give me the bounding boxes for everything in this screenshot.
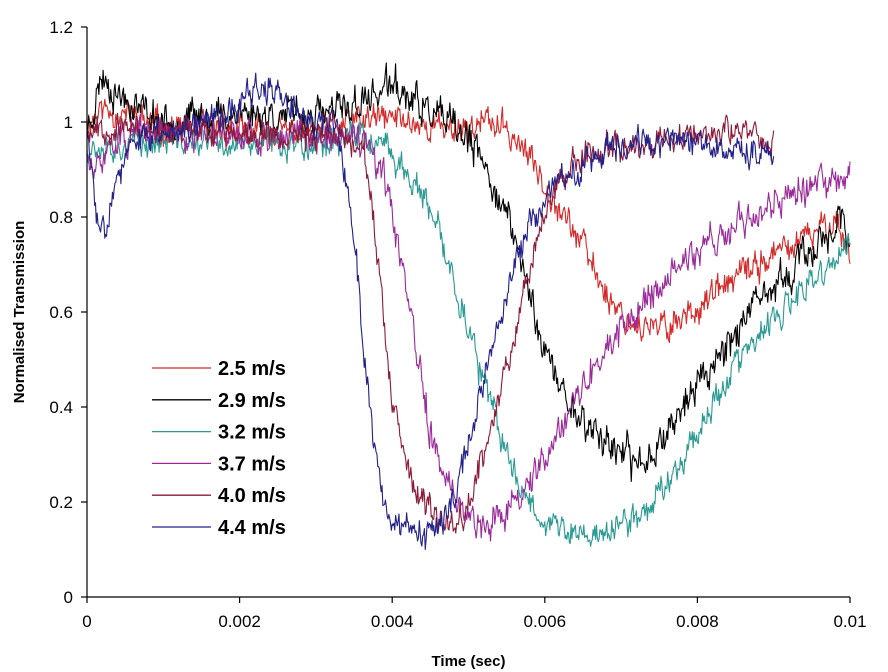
legend-label: 3.7 m/s — [218, 453, 286, 475]
x-tick-label: 0.006 — [524, 612, 567, 631]
series-line-6 — [86, 72, 775, 551]
legend-label: 2.9 m/s — [218, 390, 286, 412]
y-tick-label: 0.8 — [49, 208, 73, 227]
y-tick-label: 1.2 — [49, 18, 73, 37]
y-tick-label: 0 — [64, 588, 73, 607]
y-tick-label: 0.6 — [49, 303, 73, 322]
series-line-5 — [86, 110, 775, 534]
tick-labels: 0 0.2 0.4 0.6 0.8 1 1.2 0 0.002 0.004 0.006 0.008 0.… — [49, 18, 866, 631]
y-tick-label: 0.4 — [49, 398, 73, 417]
axes — [81, 26, 851, 603]
y-tick-label: 0.2 — [49, 493, 73, 512]
legend-label: 4.4 m/s — [218, 517, 286, 539]
legend-label: 2.5 m/s — [218, 358, 286, 380]
legend-label: 4.0 m/s — [218, 485, 286, 507]
y-tick-label: 1 — [64, 113, 73, 132]
x-tick-label: 0.004 — [371, 612, 414, 631]
x-axis-title: Time (sec) — [432, 653, 506, 670]
x-tick-label: 0.008 — [676, 612, 719, 631]
x-tick-label: 0 — [82, 612, 91, 631]
y-axis-title: Normalised Transmission — [11, 221, 28, 404]
series-lines — [86, 62, 851, 551]
legend-label: 3.2 m/s — [218, 422, 286, 444]
x-tick-label: 0.01 — [833, 612, 866, 631]
x-tick-label: 0.002 — [218, 612, 261, 631]
legend: 2.5 m/s 2.9 m/s 3.2 m/s 3.7 m/s 4.0 m/s 4.4 m… — [152, 358, 286, 539]
